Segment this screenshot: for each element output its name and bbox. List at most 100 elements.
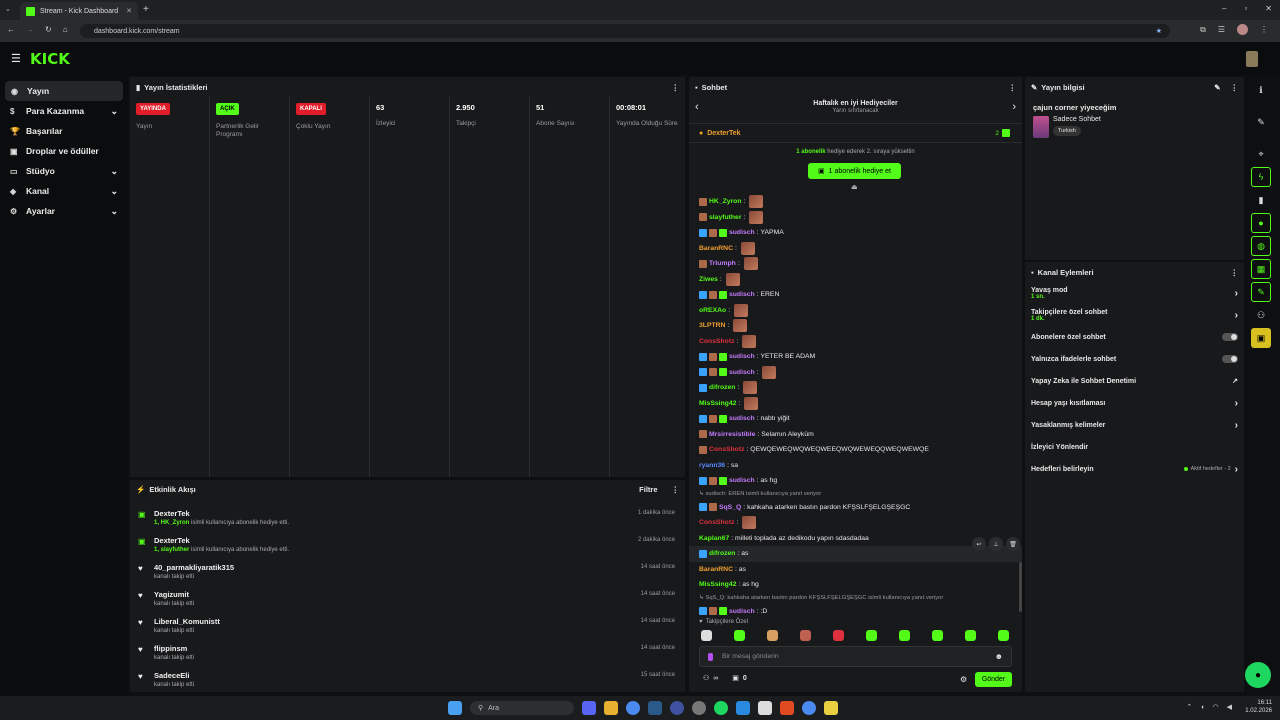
- collapse-icon[interactable]: ⏏: [851, 184, 858, 191]
- chat-message[interactable]: sudisch: YAPMA: [689, 225, 1022, 241]
- card-icon[interactable]: ▮: [1258, 194, 1264, 205]
- chat-username[interactable]: sudisch: [729, 415, 755, 423]
- event-user[interactable]: Yagizumit: [154, 590, 190, 599]
- channel-action-row[interactable]: Abonelere özel sohbet: [1025, 326, 1244, 348]
- share-icon[interactable]: ⚇: [1256, 309, 1266, 320]
- chat-message[interactable]: Kaplan67: milleti toplada az dedikodu ya…: [699, 534, 869, 542]
- emote-icon[interactable]: [932, 630, 943, 641]
- delete-icon[interactable]: 🗑: [1006, 537, 1020, 551]
- chat-username[interactable]: Kaplan67: [699, 534, 730, 542]
- chat-message[interactable]: sudisch: :D: [689, 604, 1022, 620]
- emote-icon[interactable]: [899, 630, 910, 641]
- wifi-icon[interactable]: ◠: [1212, 704, 1219, 711]
- broadcast-icon[interactable]: ◍: [1251, 236, 1271, 256]
- chat-username[interactable]: ConsShotz: [699, 519, 735, 527]
- emote-icon[interactable]: [866, 630, 877, 641]
- channel-actions-menu-icon[interactable]: ⋮: [1230, 267, 1239, 277]
- tools-icon[interactable]: ✎: [1251, 282, 1271, 302]
- emote-icon[interactable]: [767, 630, 778, 641]
- chat-message[interactable]: ryann36: sa: [699, 461, 739, 469]
- chat-message[interactable]: sudisch: nabtı yiğit: [689, 411, 1022, 427]
- channel-action-row[interactable]: Takipçilere özel sohbet 1 dk. ›: [1025, 304, 1244, 326]
- chat-username[interactable]: Ziwes: [699, 275, 718, 283]
- external-link-icon[interactable]: ↗: [1232, 378, 1238, 385]
- chat-scrollbar[interactable]: [1019, 562, 1022, 612]
- event-user[interactable]: DexterTek: [154, 536, 190, 545]
- chat-message[interactable]: ConsShotz:: [689, 515, 1022, 531]
- hamburger-menu-icon[interactable]: ☰: [11, 53, 21, 65]
- chevron-right-icon[interactable]: ›: [1234, 287, 1238, 299]
- clock[interactable]: 16:11 1.02.2026: [1245, 699, 1272, 716]
- chat-username[interactable]: difrozen: [709, 550, 736, 558]
- chat-message[interactable]: BaranRNC: as: [699, 565, 746, 573]
- mic-icon[interactable]: ◖: [1200, 703, 1205, 711]
- minimize-icon[interactable]: –: [1222, 4, 1227, 13]
- channel-action-row[interactable]: Yalnızca ifadelerle sohbet: [1025, 348, 1244, 370]
- target-icon[interactable]: ⌖: [1258, 148, 1264, 159]
- chat-username[interactable]: BaranRNC: [699, 565, 733, 573]
- app-icon[interactable]: [758, 701, 772, 715]
- channel-action-row[interactable]: Yapay Zeka ile Sohbet Denetimi ↗: [1025, 370, 1244, 392]
- chat-message[interactable]: 3LPTRN:: [689, 318, 1022, 334]
- points-icon[interactable]: ⚇: [703, 675, 710, 682]
- assistant-bubble-icon[interactable]: ●: [1245, 662, 1271, 688]
- chat-message[interactable]: sudisch: as hg: [689, 473, 1022, 489]
- channel-action-row[interactable]: İzleyici Yönlendir: [1025, 436, 1244, 458]
- event-user[interactable]: 40_parmakliyaratik315: [154, 563, 235, 572]
- reply-icon[interactable]: ↩: [972, 537, 986, 551]
- chat-message[interactable]: slayfuther:: [689, 210, 1022, 226]
- chat-message[interactable]: sudisch: YETER BE ADAM: [689, 349, 1022, 365]
- chat-username[interactable]: ryann36: [699, 461, 726, 469]
- chat-username[interactable]: difrozen: [709, 384, 736, 392]
- gift-sub-button[interactable]: ▣ 1 abonelik hediye et: [808, 163, 901, 179]
- user-avatar[interactable]: [1246, 51, 1258, 67]
- chat-username[interactable]: sudisch: [729, 353, 755, 361]
- chat-username[interactable]: ConsShotz: [699, 337, 735, 345]
- event-user[interactable]: Liberal_Komunistt: [154, 617, 220, 626]
- chat-username[interactable]: Mrsirresistible: [709, 430, 756, 438]
- chrome-icon[interactable]: [626, 701, 640, 715]
- chat-message[interactable]: difrozen: as: [689, 546, 1022, 562]
- chat-username[interactable]: sudisch: [729, 229, 755, 237]
- sidebar-item-5[interactable]: ◈ Kanal ⌄: [0, 181, 128, 201]
- chat-message[interactable]: sudisch: EREN: [689, 287, 1022, 303]
- stream-info-menu-icon[interactable]: ⋮: [1230, 82, 1239, 92]
- event-user[interactable]: flippinsm: [154, 644, 188, 653]
- filter-button[interactable]: Filtre: [639, 484, 658, 494]
- pin-icon[interactable]: ⊥: [989, 537, 1003, 551]
- brave-icon[interactable]: [780, 701, 794, 715]
- reload-icon[interactable]: ↻: [45, 25, 52, 34]
- lightning-icon[interactable]: ϟ: [1251, 167, 1271, 187]
- explorer-icon[interactable]: [604, 701, 618, 715]
- vscode-icon[interactable]: [736, 701, 750, 715]
- sidebar-item-2[interactable]: 🏆 Başarılar: [0, 121, 128, 141]
- extensions-icon[interactable]: ⧉: [1200, 24, 1206, 34]
- channel-action-row[interactable]: Hedefleri belirleyin Aktif hedefler - 2 ›: [1025, 458, 1244, 480]
- chat-message[interactable]: HK_Zyron:: [689, 194, 1022, 210]
- chat-username[interactable]: sudisch: [729, 368, 755, 376]
- chat-message[interactable]: Mrsirresistible: Selamın Aleyküm: [689, 427, 1022, 443]
- sidebar-item-3[interactable]: ▣ Droplar ve ödüller: [0, 141, 128, 161]
- url-field[interactable]: dashboard.kick.com/stream ★: [80, 24, 1170, 38]
- profile-avatar-icon[interactable]: [1237, 24, 1248, 35]
- channel-action-row[interactable]: Hesap yaşı kısıtlaması ›: [1025, 392, 1244, 414]
- event-user[interactable]: SadeceEli: [154, 671, 190, 680]
- steam-icon[interactable]: [648, 701, 662, 715]
- bookmark-star-icon[interactable]: ★: [1155, 28, 1162, 35]
- browser-tab[interactable]: Stream - Kick Dashboard ✕: [20, 2, 138, 20]
- chevron-right-icon[interactable]: ›: [1234, 463, 1238, 475]
- forward-icon[interactable]: →: [26, 25, 34, 34]
- chat-username[interactable]: ConsShotz: [709, 446, 745, 454]
- chat-reply-context[interactable]: ↳ sudisch: EREN isimli kullanıcıya yanıt…: [689, 489, 1022, 500]
- sidebar-item-4[interactable]: ▭ Stüdyo ⌄: [0, 161, 128, 181]
- chat-message[interactable]: BaranRNC:: [689, 241, 1022, 257]
- pencil-icon[interactable]: ✎: [1257, 116, 1265, 127]
- browser-menu-icon[interactable]: ⋮: [1260, 25, 1268, 34]
- chevron-right-icon[interactable]: ›: [1234, 419, 1238, 431]
- gift-count-icon[interactable]: ▣: [732, 675, 739, 682]
- chat-username[interactable]: MisSsing42: [699, 581, 737, 589]
- chat-message[interactable]: Ziwes:: [689, 272, 1022, 288]
- emote-icon[interactable]: [965, 630, 976, 641]
- chat-username[interactable]: HK_Zyron: [709, 198, 742, 206]
- sidebar-item-1[interactable]: $ Para Kazanma ⌄: [0, 101, 128, 121]
